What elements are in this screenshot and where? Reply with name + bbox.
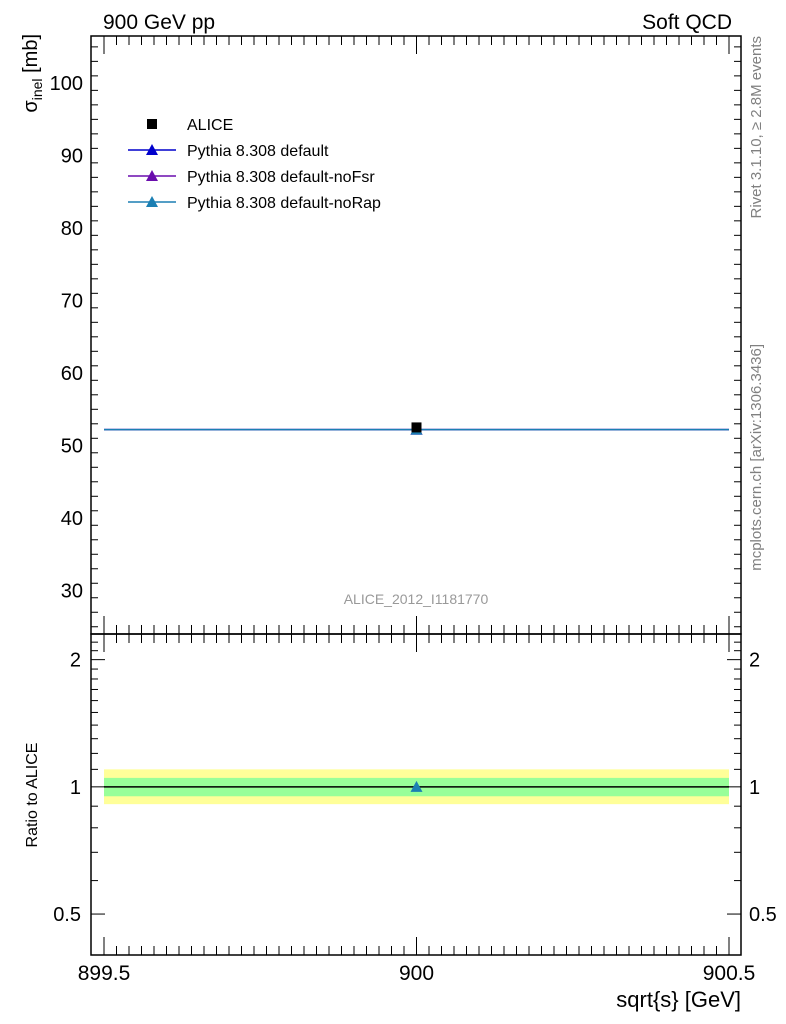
ratio-x-axis: 899.5 900 900.5 xyxy=(78,634,756,985)
main-series xyxy=(104,422,729,435)
legend: ALICE Pythia 8.308 default Pythia 8.308 de… xyxy=(128,117,381,212)
legend-marker-2 xyxy=(146,196,158,207)
legend-marker-0 xyxy=(146,144,158,155)
legend-label-1: Pythia 8.308 default-noFsr xyxy=(187,169,375,186)
main-y-tick-label: 80 xyxy=(61,218,83,240)
main-y-tick-label: 100 xyxy=(50,73,83,95)
x-tick-label: 899.5 xyxy=(78,962,131,985)
analysis-label: ALICE_2012_I1181770 xyxy=(344,591,489,607)
ratio-y-axis: 0.5 0.5 1 1 2 2 xyxy=(53,633,777,956)
main-y-tick-label: 50 xyxy=(61,436,83,458)
main-y-tick-label: 30 xyxy=(61,581,83,603)
legend-marker-1 xyxy=(146,170,158,181)
main-y-axis: 30 40 50 60 70 80 90 100 xyxy=(50,46,741,628)
ratio-y-tick-label: 2 xyxy=(70,650,81,672)
data-point xyxy=(411,422,422,433)
main-panel: 30 40 50 60 70 80 90 100 ALICE_2012_I1181770 AL… xyxy=(20,34,742,635)
ratio-series xyxy=(410,780,423,792)
ratio-y-tick-label-right: 2 xyxy=(749,650,760,672)
ratio-y-tick-label: 0.5 xyxy=(53,904,81,926)
legend-label-2: Pythia 8.308 default-noRap xyxy=(187,195,381,212)
main-y-tick-label: 70 xyxy=(61,291,83,313)
rivet-version-label: Rivet 3.1.10, ≥ 2.8M events xyxy=(748,36,765,219)
main-y-tick-label: 40 xyxy=(61,508,83,530)
x-axis-label: sqrt{s} [GeV] xyxy=(616,987,741,1012)
main-y-axis-label: σinel [mb] xyxy=(20,34,45,113)
ratio-marker xyxy=(410,780,423,792)
ratio-y-tick-label: 1 xyxy=(70,777,81,799)
legend-label-data: ALICE xyxy=(187,117,233,134)
legend-label-0: Pythia 8.308 default xyxy=(187,143,329,160)
mcplots-label: mcplots.cern.ch [arXiv:1306.3436] xyxy=(748,344,765,571)
ratio-y-tick-label-right: 0.5 xyxy=(749,904,777,926)
main-x-ticks xyxy=(103,36,730,634)
header-category: Soft QCD xyxy=(642,11,732,34)
header-energy: 900 GeV pp xyxy=(103,11,215,34)
x-tick-label: 900 xyxy=(399,962,434,985)
ratio-y-tick-label-right: 1 xyxy=(749,777,760,799)
main-y-tick-label: 60 xyxy=(61,363,83,385)
legend-marker-data xyxy=(147,119,157,129)
ratio-y-axis-label: Ratio to ALICE xyxy=(24,743,41,848)
ratio-panel: 0.5 0.5 1 1 2 2 899.5 900 900.5 Ratio to ALICE xyxy=(24,633,777,985)
main-y-tick-label: 90 xyxy=(61,146,83,168)
x-tick-label: 900.5 xyxy=(703,962,756,985)
